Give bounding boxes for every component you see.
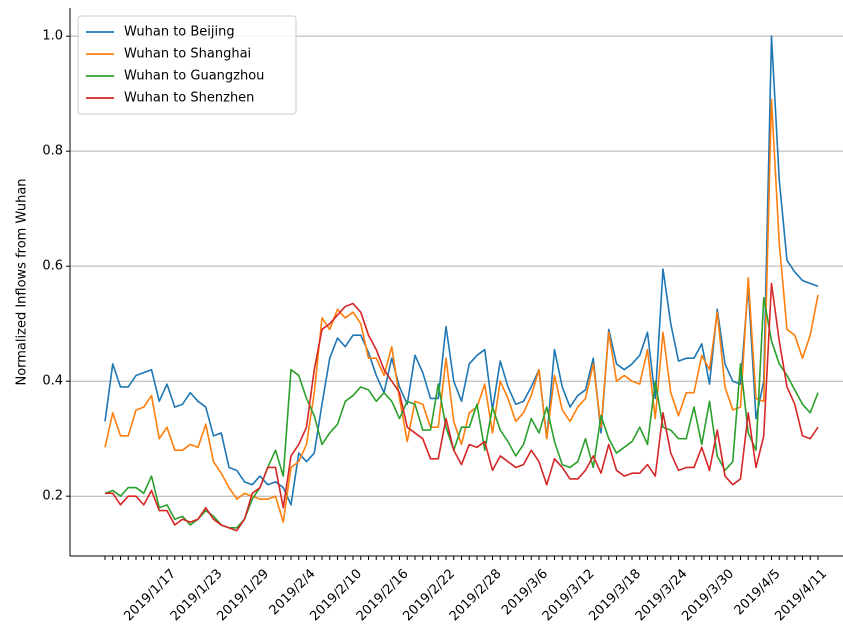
y-tick-label: 0.2 — [42, 489, 63, 504]
legend-box — [77, 15, 297, 115]
legend: Wuhan to Beijing Wuhan to Shanghai Wuhan t… — [77, 15, 297, 115]
y-tick-label: 0.6 — [42, 259, 63, 274]
series-line — [104, 35, 819, 506]
y-tick-label: 0.4 — [42, 374, 63, 389]
series-line — [105, 282, 819, 532]
legend-label: Wuhan to Shenzhen — [124, 91, 254, 106]
y-axis-label: Normalized Inflows from Wuhan — [15, 178, 30, 385]
y-tick-label: 1.0 — [42, 29, 63, 44]
legend-label: Wuhan to Guangzhou — [124, 69, 264, 84]
y-tick-label: 0.8 — [42, 144, 63, 159]
legend-label: Wuhan to Shanghai — [124, 47, 251, 62]
legend-label: Wuhan to Beijing — [124, 25, 235, 40]
series-line — [104, 297, 819, 529]
series-line — [104, 98, 819, 523]
